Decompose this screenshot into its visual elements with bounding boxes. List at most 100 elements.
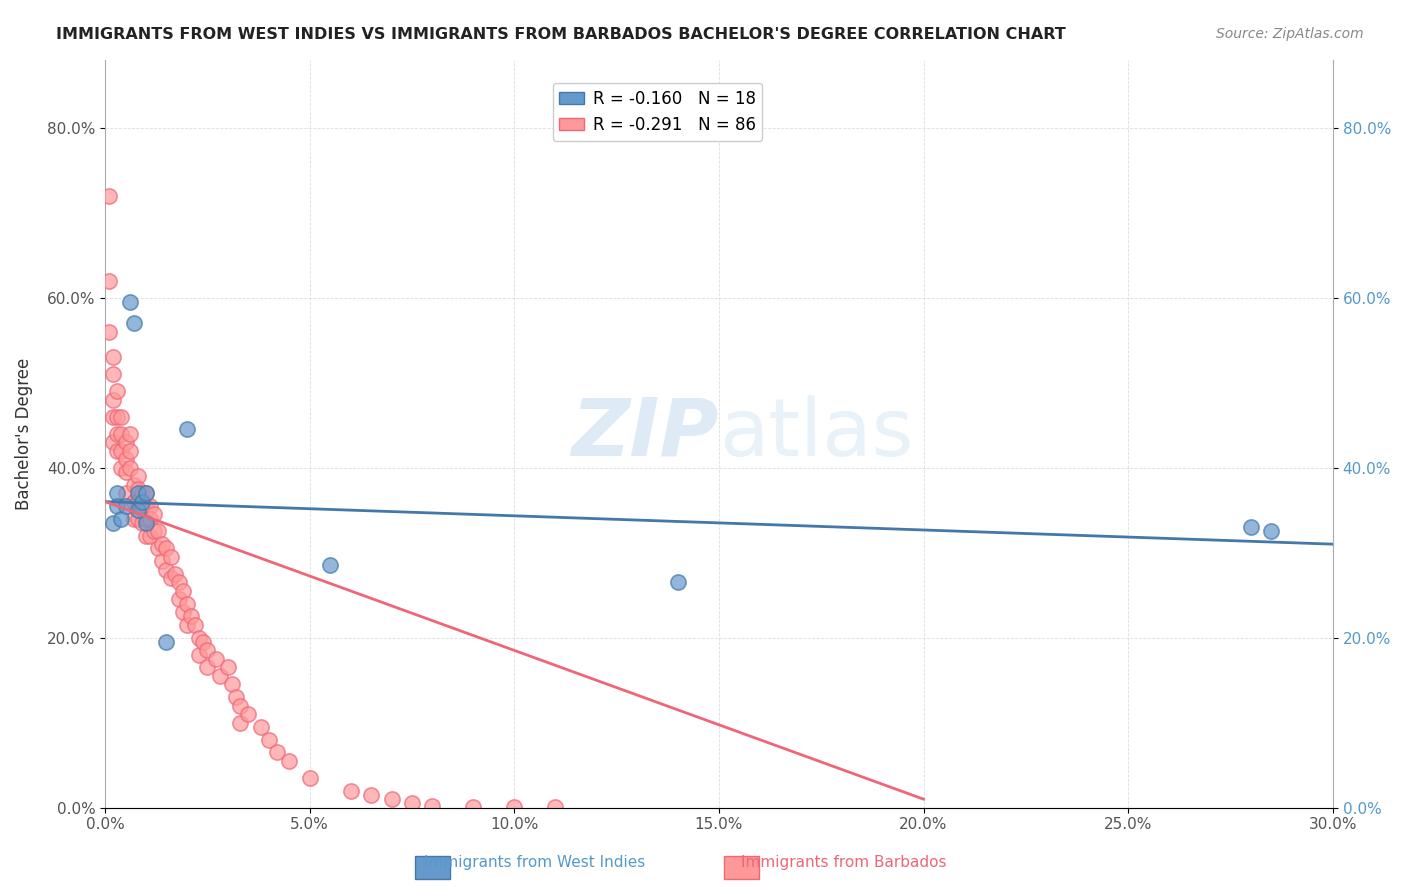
Immigrants from Barbados: [103, 435, 125, 450]
Immigrants from West Indies: [135, 486, 157, 500]
Immigrants from Barbados: [159, 571, 181, 585]
Immigrants from Barbados: [152, 537, 174, 551]
Immigrants from Barbados: [503, 800, 526, 814]
Immigrants from Barbados: [257, 732, 280, 747]
Immigrants from West Indies: [155, 635, 177, 649]
Immigrants from Barbados: [98, 274, 121, 288]
Immigrants from Barbados: [114, 435, 136, 450]
Immigrants from Barbados: [298, 771, 321, 785]
Immigrants from Barbados: [98, 188, 121, 202]
Immigrants from Barbados: [266, 746, 288, 760]
Text: Immigrants from West Indies: Immigrants from West Indies: [423, 855, 645, 870]
Immigrants from Barbados: [176, 597, 198, 611]
Immigrants from West Indies: [122, 316, 145, 330]
Immigrants from Barbados: [131, 486, 153, 500]
Immigrants from Barbados: [422, 799, 444, 814]
Immigrants from Barbados: [122, 511, 145, 525]
Immigrants from West Indies: [118, 294, 141, 309]
Immigrants from West Indies: [114, 499, 136, 513]
Immigrants from Barbados: [105, 384, 128, 398]
Immigrants from Barbados: [208, 669, 231, 683]
Immigrants from Barbados: [278, 754, 301, 768]
Immigrants from Barbados: [103, 392, 125, 407]
Immigrants from Barbados: [148, 524, 170, 539]
Immigrants from Barbados: [188, 648, 211, 662]
Immigrants from Barbados: [118, 460, 141, 475]
Immigrants from Barbados: [180, 609, 202, 624]
Immigrants from West Indies: [105, 486, 128, 500]
Immigrants from Barbados: [463, 800, 485, 814]
Immigrants from Barbados: [127, 482, 149, 496]
Immigrants from Barbados: [118, 426, 141, 441]
Immigrants from Barbados: [143, 524, 166, 539]
Immigrants from West Indies: [319, 558, 342, 573]
Immigrants from Barbados: [167, 575, 190, 590]
Immigrants from Barbados: [152, 554, 174, 568]
Text: atlas: atlas: [718, 394, 914, 473]
Immigrants from Barbados: [225, 690, 247, 705]
Immigrants from Barbados: [197, 643, 219, 657]
Immigrants from Barbados: [131, 499, 153, 513]
Immigrants from West Indies: [666, 575, 689, 590]
Immigrants from Barbados: [103, 409, 125, 424]
Immigrants from Barbados: [204, 652, 226, 666]
Immigrants from Barbados: [135, 511, 157, 525]
Immigrants from West Indies: [1260, 524, 1282, 539]
Immigrants from Barbados: [184, 618, 207, 632]
Immigrants from Barbados: [122, 494, 145, 508]
Immigrants from Barbados: [139, 529, 162, 543]
Immigrants from Barbados: [380, 792, 402, 806]
Immigrants from Barbados: [229, 698, 252, 713]
Immigrants from Barbados: [360, 788, 382, 802]
Immigrants from West Indies: [127, 486, 149, 500]
Immigrants from Barbados: [221, 677, 243, 691]
Immigrants from Barbados: [188, 631, 211, 645]
Immigrants from Barbados: [98, 325, 121, 339]
FancyBboxPatch shape: [415, 856, 450, 879]
Immigrants from Barbados: [401, 797, 423, 811]
Immigrants from Barbados: [143, 508, 166, 522]
Text: IMMIGRANTS FROM WEST INDIES VS IMMIGRANTS FROM BARBADOS BACHELOR'S DEGREE CORREL: IMMIGRANTS FROM WEST INDIES VS IMMIGRANT…: [56, 27, 1066, 42]
Immigrants from Barbados: [110, 426, 132, 441]
Immigrants from Barbados: [105, 409, 128, 424]
Legend: R = -0.160   N = 18, R = -0.291   N = 86: R = -0.160 N = 18, R = -0.291 N = 86: [553, 83, 762, 141]
Immigrants from Barbados: [122, 477, 145, 491]
Text: Source: ZipAtlas.com: Source: ZipAtlas.com: [1216, 27, 1364, 41]
Immigrants from Barbados: [172, 583, 194, 598]
Immigrants from Barbados: [544, 800, 567, 814]
Immigrants from Barbados: [114, 465, 136, 479]
Immigrants from West Indies: [127, 503, 149, 517]
FancyBboxPatch shape: [724, 856, 759, 879]
Immigrants from Barbados: [114, 452, 136, 467]
Immigrants from Barbados: [127, 494, 149, 508]
Immigrants from Barbados: [148, 541, 170, 556]
Immigrants from Barbados: [114, 486, 136, 500]
Immigrants from Barbados: [127, 469, 149, 483]
Immigrants from Barbados: [193, 635, 215, 649]
Immigrants from Barbados: [110, 409, 132, 424]
Immigrants from Barbados: [103, 350, 125, 364]
Immigrants from West Indies: [135, 516, 157, 530]
Immigrants from Barbados: [105, 443, 128, 458]
Immigrants from Barbados: [238, 707, 260, 722]
Immigrants from West Indies: [1240, 520, 1263, 534]
Immigrants from West Indies: [103, 516, 125, 530]
Immigrants from Barbados: [110, 443, 132, 458]
Immigrants from Barbados: [163, 566, 186, 581]
Immigrants from West Indies: [131, 494, 153, 508]
Immigrants from Barbados: [172, 605, 194, 619]
Immigrants from Barbados: [103, 367, 125, 381]
Immigrants from Barbados: [122, 494, 145, 508]
Immigrants from Barbados: [110, 460, 132, 475]
Immigrants from Barbados: [249, 720, 271, 734]
Immigrants from West Indies: [105, 499, 128, 513]
Immigrants from Barbados: [139, 511, 162, 525]
Immigrants from Barbados: [131, 516, 153, 530]
Immigrants from Barbados: [118, 443, 141, 458]
Immigrants from Barbados: [217, 660, 239, 674]
Immigrants from Barbados: [229, 715, 252, 730]
Immigrants from Barbados: [135, 486, 157, 500]
Immigrants from Barbados: [167, 592, 190, 607]
Text: ZIP: ZIP: [572, 394, 718, 473]
Immigrants from Barbados: [339, 783, 361, 797]
